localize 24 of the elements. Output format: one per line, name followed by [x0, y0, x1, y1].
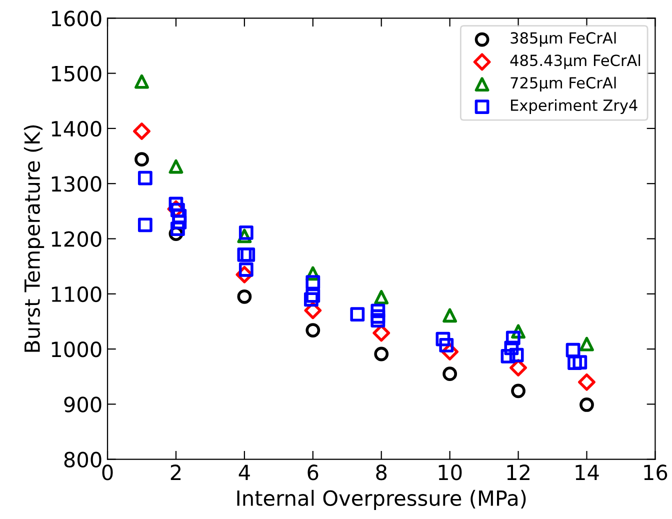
- x-tick-label: 4: [238, 464, 250, 480]
- y-tick-label: 1000: [52, 341, 102, 358]
- y-tick-label: 1600: [52, 10, 102, 26]
- x-axis-title: Internal Overpressure (MPa): [237, 490, 526, 510]
- legend-label: Experiment Zry4: [511, 99, 638, 114]
- legend-label: 485.43μm FeCrAl: [510, 54, 640, 70]
- y-tick-label: 1100: [52, 286, 102, 302]
- y-tick-label: 800: [64, 452, 102, 468]
- legend-label: 725μm FeCrAl: [510, 76, 616, 92]
- x-tick-label: 8: [376, 464, 387, 480]
- legend-label: 385μm FeCrAl: [510, 32, 616, 47]
- y-tick-label: 1300: [52, 176, 102, 192]
- y-axis-title: Burst Temperature (K): [24, 125, 44, 352]
- x-tick-label: 14: [576, 464, 599, 480]
- y-tick-label: 1200: [52, 231, 102, 247]
- x-tick-label: 10: [438, 464, 462, 480]
- y-tick-label: 900: [64, 396, 102, 412]
- x-tick-label: 2: [170, 464, 181, 480]
- y-tick-label: 1500: [52, 66, 102, 82]
- x-tick-label: 16: [644, 464, 668, 480]
- x-tick-label: 12: [507, 464, 530, 480]
- x-tick-label: 6: [308, 464, 318, 480]
- y-tick-label: 1400: [52, 120, 102, 137]
- x-tick-label: 0: [102, 464, 113, 480]
